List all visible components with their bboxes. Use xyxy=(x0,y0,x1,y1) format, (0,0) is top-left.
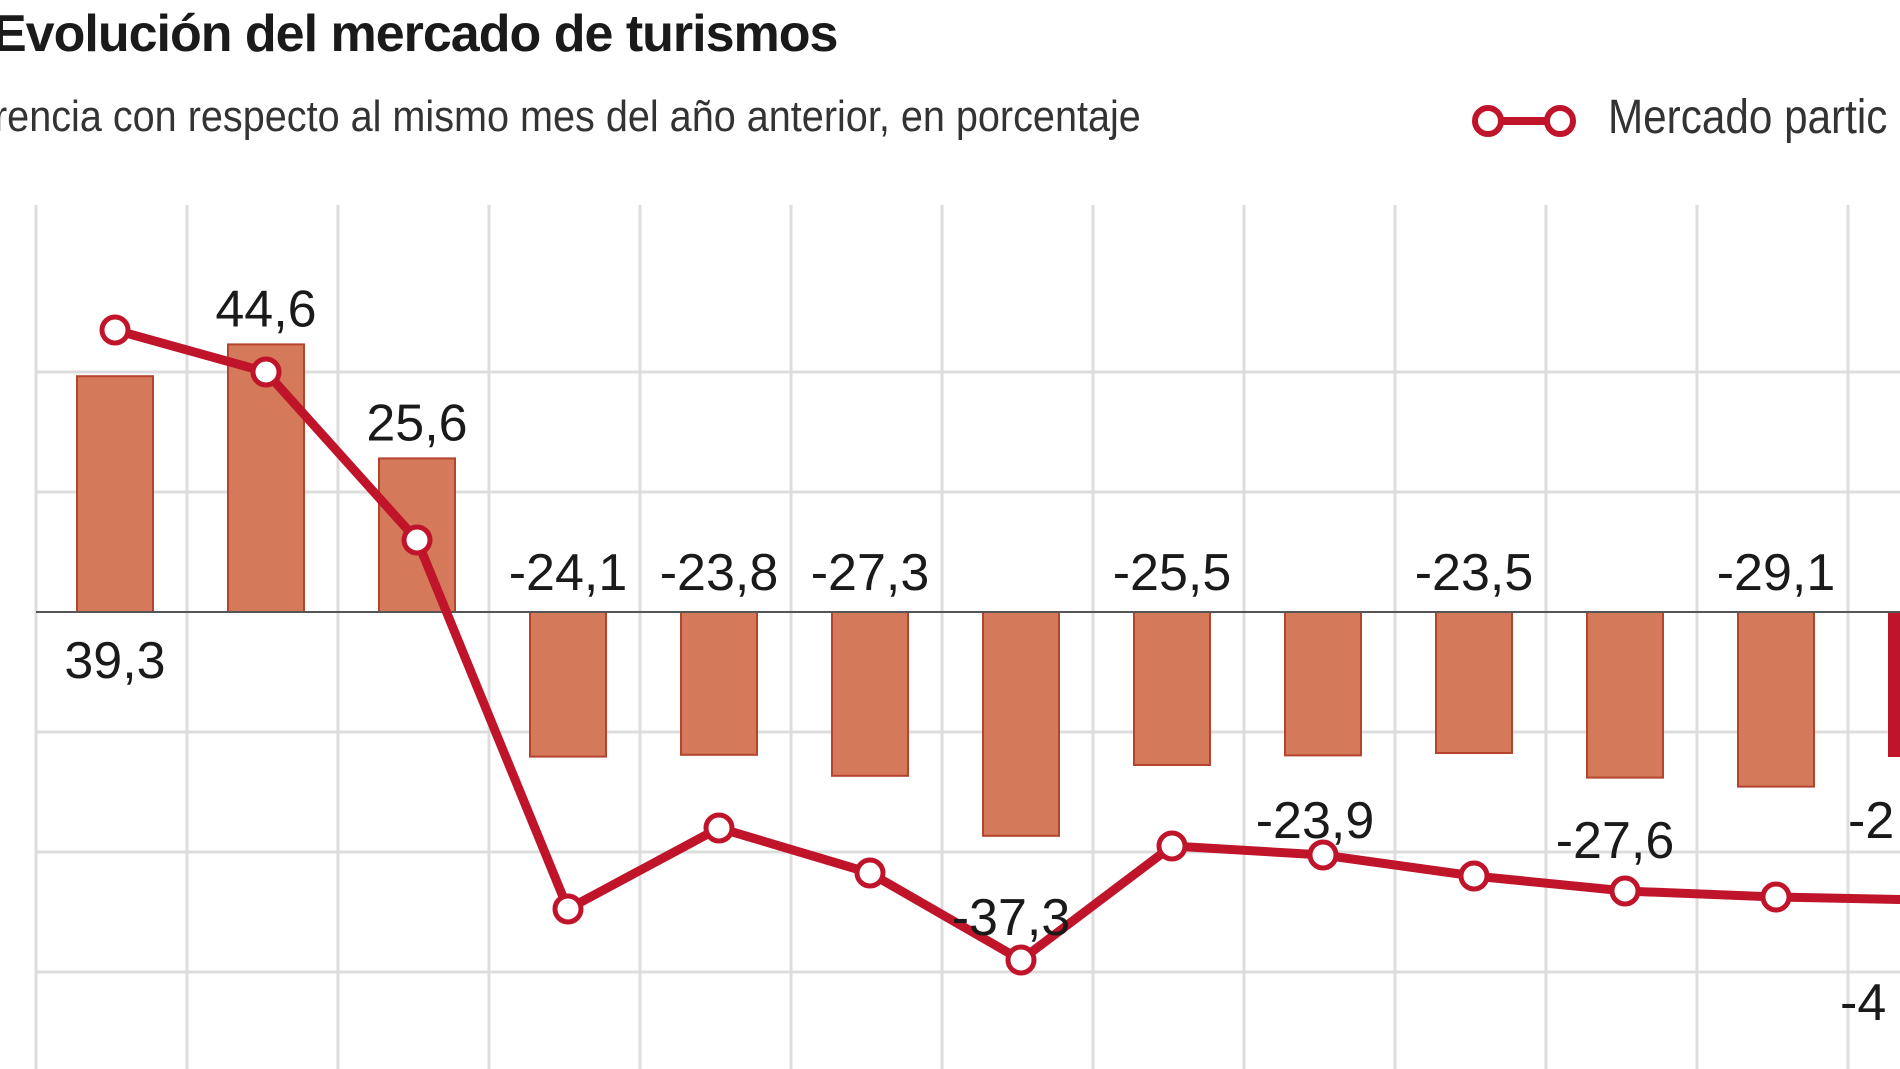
bar xyxy=(1888,611,1900,757)
legend-swatch-marker-right xyxy=(1544,105,1576,137)
bar-value-label: -27,3 xyxy=(811,544,930,602)
bar-value-label: 39,3 xyxy=(64,632,165,690)
bar-value-label: -24,1 xyxy=(509,544,628,602)
line-point xyxy=(250,356,282,388)
bar xyxy=(1284,611,1362,757)
bar xyxy=(76,375,154,614)
line-point xyxy=(401,524,433,556)
bar-value-label: -37,3 xyxy=(952,889,1071,947)
line-point xyxy=(1156,830,1188,862)
bar xyxy=(1133,611,1211,766)
bar-value-label: -23,8 xyxy=(660,544,779,602)
bar xyxy=(680,611,758,756)
line-point xyxy=(552,893,584,925)
gridlines xyxy=(34,205,1900,1069)
bar xyxy=(1586,611,1664,779)
legend-label: Mercado partic xyxy=(1608,91,1888,144)
line-point xyxy=(1609,875,1641,907)
bar xyxy=(1435,611,1513,754)
bar xyxy=(227,343,305,613)
value-labels: 39,3 44,6 25,6 -24,1 -23,8 -27,3 -37,3 -25,5 -23… xyxy=(64,280,1894,1032)
line-point xyxy=(1760,881,1792,913)
chart-subtitle: rencia con respecto al mismo mes del año… xyxy=(0,92,1141,141)
legend-line-swatch-icon xyxy=(1472,105,1576,137)
series-line xyxy=(113,325,1900,965)
bar-value-label: -23,5 xyxy=(1415,544,1534,602)
line-series xyxy=(99,314,1900,976)
bar-value-label: 44,6 xyxy=(215,280,316,338)
bar-value-label: -29,1 xyxy=(1717,544,1836,602)
bar-value-label: -23,9 xyxy=(1256,792,1375,850)
bar xyxy=(1737,611,1815,788)
line-point xyxy=(1307,839,1339,871)
bar-value-label: -27,6 xyxy=(1556,812,1675,870)
line-point xyxy=(99,314,131,346)
bar-value-label: 25,6 xyxy=(366,394,467,452)
line-point xyxy=(854,857,886,889)
bar xyxy=(982,611,1060,837)
line-point xyxy=(703,812,735,844)
bar-value-label: -2 xyxy=(1848,792,1894,850)
line-point xyxy=(1458,860,1490,892)
chart-title: Evolución del mercado de turismos xyxy=(0,5,838,63)
line-value-label: -4 xyxy=(1840,974,1886,1032)
legend-swatch-marker-left xyxy=(1472,105,1504,137)
bars xyxy=(76,343,1900,837)
bar xyxy=(831,611,909,777)
line-point xyxy=(1005,944,1037,976)
bar-value-label: -25,5 xyxy=(1113,544,1232,602)
bar xyxy=(529,611,607,758)
